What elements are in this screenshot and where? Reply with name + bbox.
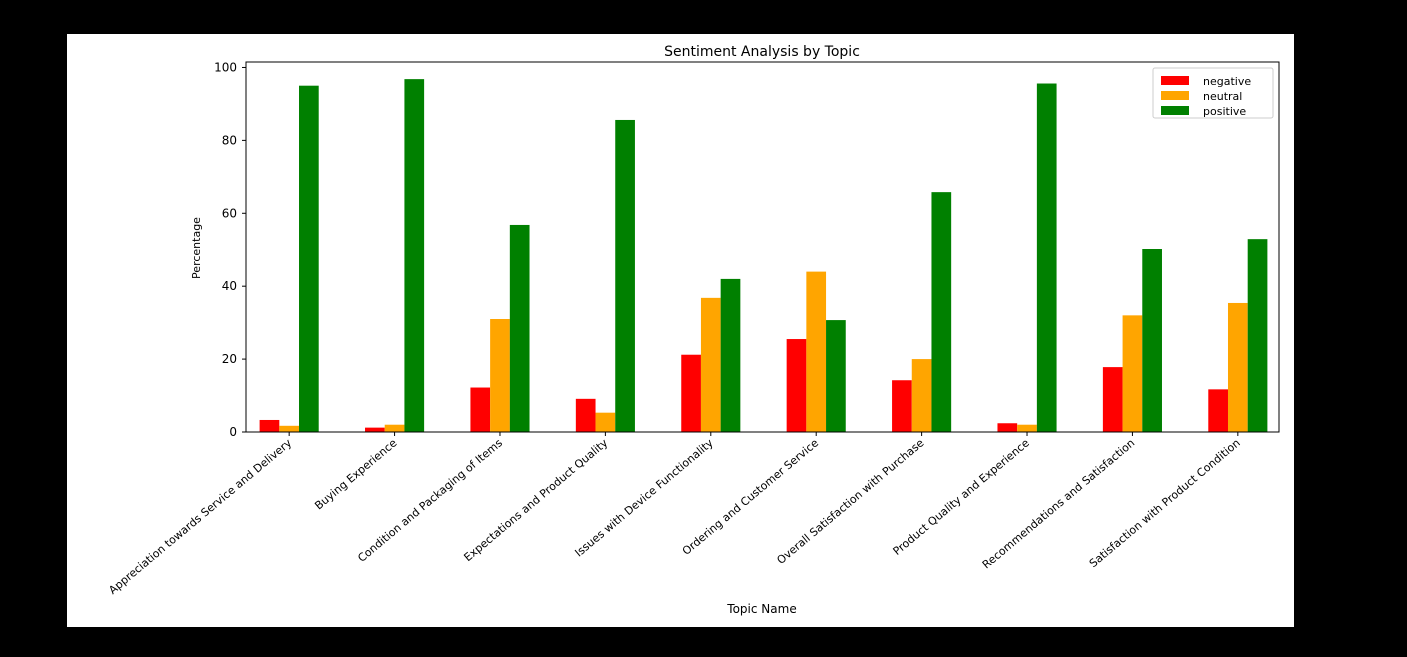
y-tick-label: 40	[222, 279, 237, 293]
bar-chart: Sentiment Analysis by Topic 0 20 40 60 80 100…	[106, 44, 1280, 616]
y-tick-label: 0	[229, 425, 237, 439]
bar-negative-5	[786, 339, 807, 432]
bar-positive-5	[826, 320, 846, 432]
bar-neutral-2	[490, 319, 510, 432]
bar-negative-2	[470, 387, 491, 432]
bar-positive-0	[299, 85, 319, 432]
legend-swatch-positive	[1161, 106, 1189, 115]
legend-label-neutral: neutral	[1203, 90, 1242, 103]
x-axis-label: Topic Name	[726, 602, 796, 616]
bar-negative-6	[892, 380, 912, 432]
plot-area	[245, 61, 1280, 433]
x-tick-label: Buying Experience	[312, 436, 399, 512]
y-tick-label: 60	[222, 206, 237, 220]
y-tick-label: 80	[222, 133, 237, 147]
bar-negative-8	[1102, 367, 1123, 432]
bar-neutral-0	[279, 425, 300, 432]
bar-positive-3	[615, 119, 635, 433]
bar-positive-9	[1247, 239, 1268, 432]
y-tick-label: 100	[214, 60, 237, 74]
x-tick-label: Appreciation towards Service and Deliver…	[106, 436, 294, 597]
bar-positive-2	[509, 224, 530, 432]
bar-neutral-7	[1017, 424, 1037, 432]
legend-label-positive: positive	[1203, 105, 1246, 118]
chart-title: Sentiment Analysis by Topic	[664, 44, 860, 60]
y-axis-label: Percentage	[190, 217, 203, 279]
y-tick-label: 20	[222, 352, 237, 366]
bar-positive-7	[1036, 83, 1057, 432]
bar-negative-7	[997, 423, 1018, 432]
bar-neutral-6	[911, 359, 932, 432]
chart-figure: Sentiment Analysis by Topic 0 20 40 60 80 100…	[67, 34, 1294, 627]
bar-negative-9	[1208, 389, 1228, 432]
legend-swatch-neutral	[1161, 91, 1189, 100]
x-axis: Appreciation towards Service and Deliver…	[106, 432, 1243, 597]
bar-negative-0	[259, 419, 280, 432]
bar-positive-1	[404, 79, 425, 432]
bar-neutral-8	[1122, 315, 1143, 432]
bar-neutral-1	[384, 424, 405, 432]
bar-neutral-4	[700, 297, 721, 432]
bar-positive-8	[1142, 249, 1162, 432]
legend-label-negative: negative	[1203, 75, 1251, 88]
plot-frame	[245, 61, 1280, 433]
bar-positive-6	[931, 192, 952, 432]
bar-positive-4	[720, 278, 741, 432]
bar-negative-3	[575, 398, 596, 432]
y-axis: 0 20 40 60 80 100	[214, 60, 246, 439]
bar-neutral-3	[595, 412, 616, 432]
bar-neutral-5	[806, 271, 827, 432]
legend-swatch-negative	[1161, 76, 1189, 85]
bar-negative-1	[365, 427, 385, 432]
bar-neutral-9	[1227, 302, 1248, 432]
bar-negative-4	[681, 354, 701, 432]
legend: negative neutral positive	[1152, 67, 1274, 119]
